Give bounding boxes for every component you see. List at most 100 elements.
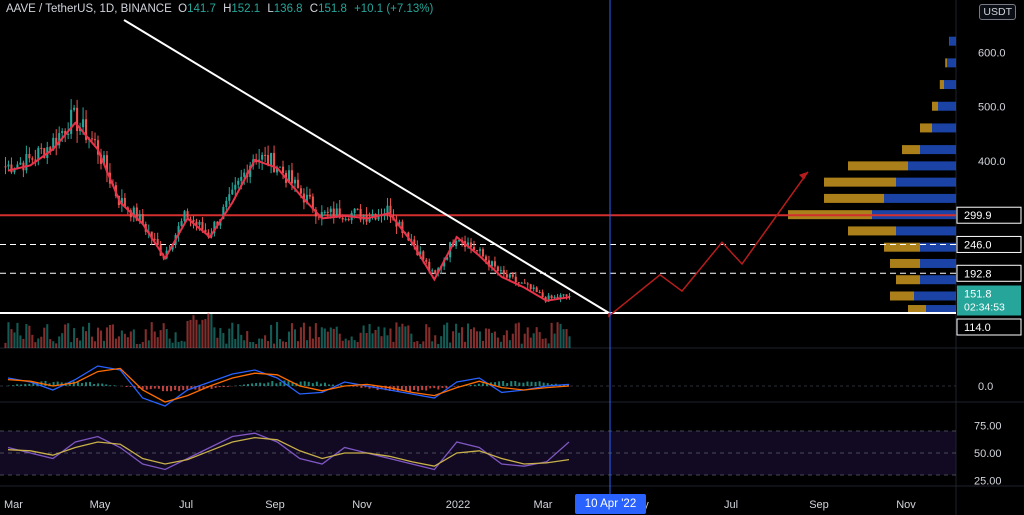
volume-bar [174, 332, 177, 348]
volume-bar [395, 322, 398, 348]
volume-bar [502, 335, 505, 348]
candle-body [341, 217, 344, 220]
macd-histogram-bar [166, 386, 168, 392]
candle-body [296, 179, 299, 189]
volume-bar [458, 332, 461, 348]
volume-bar [264, 335, 267, 348]
volume-bar [353, 340, 356, 348]
volume-bar [189, 319, 192, 348]
time-axis-label: Nov [896, 499, 916, 511]
candle-body [550, 295, 553, 299]
candle-body [171, 244, 174, 250]
volume-bar [132, 329, 135, 348]
macd-histogram-bar [340, 385, 343, 386]
volume-bar [267, 341, 270, 348]
macd-histogram-bar [404, 386, 407, 391]
macd-histogram-bar [125, 386, 128, 387]
volume-bar [240, 334, 243, 348]
macd-histogram-bar [469, 384, 472, 386]
candle-body [467, 242, 470, 247]
candle-body [368, 217, 371, 222]
rsi-axis-label: 75.00 [974, 421, 1002, 433]
volume-bar [550, 322, 553, 348]
volume-profile-down-bar [902, 145, 920, 155]
volume-bar [520, 343, 523, 348]
macd-histogram-bar [319, 383, 322, 386]
macd-histogram-bar [465, 385, 468, 386]
candle-body [150, 231, 153, 239]
macd-histogram-bar [506, 383, 509, 386]
volume-bar [472, 327, 476, 348]
volume-bar [413, 341, 416, 348]
volume-bar [162, 323, 165, 348]
macd-histogram-bar [89, 381, 92, 386]
candle-body [347, 218, 350, 221]
volume-profile-up-bar [938, 101, 956, 111]
volume-bar [252, 342, 255, 348]
candle-body [216, 221, 219, 226]
volume-bar [246, 331, 249, 348]
candle-body [37, 147, 40, 161]
last-price-tag [957, 285, 1021, 316]
macd-histogram-bar [101, 383, 104, 386]
candle-body [249, 165, 252, 177]
volume-bar [225, 343, 228, 348]
candle-body [535, 287, 538, 292]
candle-body [568, 295, 571, 297]
macd-histogram-bar [364, 386, 367, 388]
volume-profile-down-bar [824, 177, 896, 187]
volume-bar [461, 327, 464, 348]
volume-bar [296, 341, 299, 348]
macd-histogram-bar [538, 381, 541, 386]
volume-bar [79, 340, 82, 348]
macd-histogram-bar [153, 386, 156, 389]
volume-bar [443, 324, 446, 348]
volume-bar [487, 328, 490, 348]
volume-bar [90, 336, 94, 348]
volume-bar [437, 343, 440, 348]
candle-body [49, 147, 52, 151]
open-label: O [178, 3, 188, 15]
volume-bar [392, 341, 395, 348]
candle-body [228, 194, 231, 201]
volume-bar [347, 340, 350, 348]
volume-bar [407, 325, 410, 348]
low-label: L [267, 3, 274, 15]
macd-histogram-bar [417, 386, 420, 392]
candle-body [299, 188, 302, 194]
candle-body [508, 274, 511, 278]
volume-bar [386, 335, 389, 348]
macd-histogram-bar [542, 382, 545, 386]
candle-body [541, 292, 544, 298]
volume-bar [514, 323, 517, 348]
macd-histogram-bar [222, 386, 225, 388]
volume-bar [344, 338, 347, 348]
volume-bar [490, 332, 493, 348]
macd-histogram-bar [328, 384, 330, 386]
macd-histogram-bar [429, 386, 432, 389]
candle-body [7, 164, 10, 167]
time-axis-label: 2022 [446, 499, 470, 511]
candle-body [261, 154, 264, 160]
candle-body [123, 198, 126, 208]
volume-bar [7, 322, 10, 348]
volume-bar [10, 329, 13, 348]
volume-bar [320, 327, 323, 348]
volume-bar [475, 331, 479, 348]
candle-body [490, 261, 493, 267]
volume-bar [341, 340, 344, 348]
candle-body [132, 207, 135, 218]
candle-body [61, 131, 64, 134]
symbol-label[interactable]: AAVE / TetherUS, 1D, BINANCE [6, 3, 172, 15]
volume-profile-up-bar [932, 123, 956, 133]
volume-profile-up-bar [920, 145, 956, 155]
candle-body [120, 198, 123, 206]
volume-bar [359, 332, 362, 348]
currency-button[interactable]: USDT [979, 4, 1016, 20]
macd-histogram-bar [141, 386, 144, 390]
volume-bar [46, 324, 49, 348]
candle-body [523, 282, 526, 284]
volume-bar [425, 324, 428, 348]
volume-bar [25, 324, 28, 348]
